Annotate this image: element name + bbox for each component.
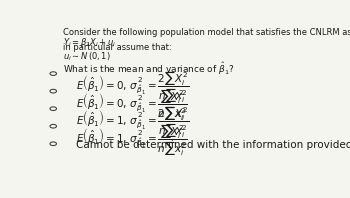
Text: Consider the following population model that satisfies the CNLRM assumptions:: Consider the following population model … xyxy=(63,28,350,37)
Text: $E\left(\hat{\beta}_1\right) = 0,\, \sigma^2_{\hat{\beta}_1} = \dfrac{2\sum X_i^: $E\left(\hat{\beta}_1\right) = 0,\, \sig… xyxy=(76,70,189,105)
Text: $E\left(\hat{\beta}_1\right) = 1,\, \sigma^2_{\hat{\beta}_1} = \dfrac{2\sum X_i^: $E\left(\hat{\beta}_1\right) = 1,\, \sig… xyxy=(76,105,189,140)
Text: $E\left(\hat{\beta}_1\right) = 0,\, \sigma^2_{\hat{\beta}_1} = \dfrac{\sum X_i^2: $E\left(\hat{\beta}_1\right) = 0,\, \sig… xyxy=(76,87,188,123)
Text: $E\left(\hat{\beta}_1\right) = 1,\, \sigma^2_{\hat{\beta}_1} = \dfrac{\sum X_i^2: $E\left(\hat{\beta}_1\right) = 1,\, \sig… xyxy=(76,122,188,158)
Text: What is the mean and variance of $\hat{\beta}_1$?: What is the mean and variance of $\hat{\… xyxy=(63,61,235,77)
Text: $Y_i = \beta_2 X_i + u_i$: $Y_i = \beta_2 X_i + u_i$ xyxy=(63,36,116,49)
Text: in particular assume that:: in particular assume that: xyxy=(63,43,172,52)
Text: Cannot be determined with the information provided.: Cannot be determined with the informatio… xyxy=(76,140,350,150)
Text: $u_i \sim N\,(0, 1)$: $u_i \sim N\,(0, 1)$ xyxy=(63,50,111,63)
